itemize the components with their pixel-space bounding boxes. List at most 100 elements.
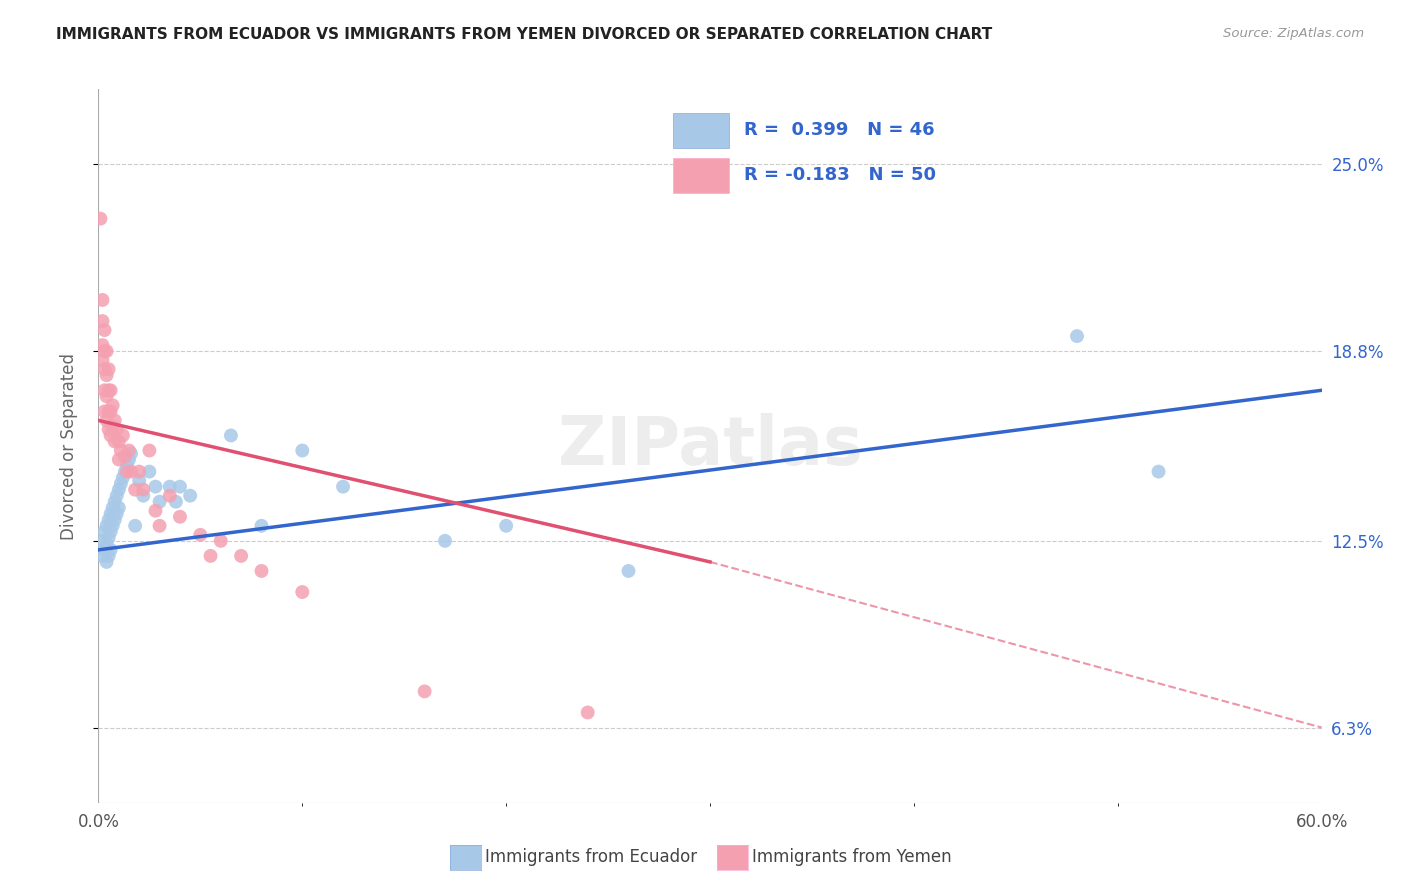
Point (93, 384, 115, 398)
Point (231, 549, 253, 563)
Point (149, 518, 172, 533)
Point (188, 528, 212, 542)
Point (111, 470, 134, 484)
Point (105, 422, 128, 436)
Point (91, 314, 114, 328)
Y-axis label: Divorced or Separated: Divorced or Separated (59, 352, 77, 540)
Point (120, 465, 142, 479)
Point (100, 507, 122, 521)
Point (93, 404, 115, 418)
Point (128, 465, 150, 479)
Point (97, 362, 120, 376)
Point (111, 428, 134, 442)
Point (104, 434, 127, 449)
Point (104, 513, 127, 527)
Point (291, 443, 314, 458)
Point (101, 518, 124, 533)
Point (250, 564, 273, 578)
Point (124, 483, 146, 497)
Point (100, 404, 122, 418)
Point (97, 384, 120, 398)
Point (93, 524, 115, 539)
Point (132, 483, 155, 497)
Point (100, 384, 122, 398)
Point (108, 434, 131, 449)
Point (96, 344, 118, 359)
Point (219, 428, 242, 442)
Point (97, 549, 120, 563)
FancyBboxPatch shape (673, 158, 728, 193)
Point (169, 509, 191, 524)
Point (145, 504, 167, 518)
Point (115, 465, 138, 479)
Point (93, 323, 115, 337)
Point (91, 533, 114, 548)
Text: Immigrants from Yemen: Immigrants from Yemen (752, 848, 952, 866)
Point (96, 413, 118, 427)
Point (97, 404, 120, 418)
Point (124, 518, 146, 533)
Point (200, 549, 222, 563)
Point (1147, 465, 1170, 479)
Point (149, 494, 172, 508)
Point (93, 542, 115, 557)
Point (96, 555, 118, 569)
Point (169, 480, 191, 494)
Point (159, 480, 181, 494)
Point (100, 524, 122, 539)
Point (120, 446, 142, 460)
Point (104, 494, 127, 508)
Point (91, 293, 114, 307)
Point (118, 452, 141, 467)
Text: R = -0.183   N = 50: R = -0.183 N = 50 (744, 167, 936, 185)
Text: Immigrants from Ecuador: Immigrants from Ecuador (485, 848, 697, 866)
Point (108, 483, 131, 497)
Point (105, 507, 128, 521)
Text: IMMIGRANTS FROM ECUADOR VS IMMIGRANTS FROM YEMEN DIVORCED OR SEPARATED CORRELATI: IMMIGRANTS FROM ECUADOR VS IMMIGRANTS FR… (56, 27, 993, 42)
Point (114, 465, 136, 479)
Point (179, 489, 201, 503)
Point (101, 398, 124, 412)
Point (128, 474, 150, 488)
Text: ZIPatlas: ZIPatlas (558, 413, 862, 479)
Point (100, 542, 122, 557)
Point (104, 413, 127, 427)
Point (91, 338, 114, 352)
Point (114, 450, 136, 464)
FancyBboxPatch shape (673, 112, 728, 148)
Point (97, 531, 120, 545)
Point (576, 706, 599, 720)
Point (105, 489, 128, 503)
Point (108, 500, 131, 515)
Point (291, 585, 314, 599)
Point (138, 443, 160, 458)
Point (93, 362, 115, 376)
Text: Source: ZipAtlas.com: Source: ZipAtlas.com (1223, 27, 1364, 40)
Point (159, 489, 181, 503)
Point (101, 419, 124, 434)
Point (434, 533, 457, 548)
Point (108, 452, 131, 467)
Point (138, 465, 160, 479)
Point (413, 684, 436, 698)
Point (495, 518, 517, 533)
Text: R =  0.399   N = 46: R = 0.399 N = 46 (744, 121, 935, 139)
Point (332, 480, 354, 494)
Point (132, 489, 155, 503)
Point (100, 428, 122, 442)
Point (209, 533, 232, 548)
Point (96, 537, 118, 551)
Point (101, 500, 124, 515)
Point (110, 476, 132, 491)
Point (96, 518, 118, 533)
Point (1066, 329, 1088, 343)
Point (91, 549, 114, 563)
Point (118, 443, 141, 458)
Point (250, 518, 273, 533)
Point (97, 513, 120, 527)
Point (96, 368, 118, 383)
Point (91, 353, 114, 368)
Point (89, 211, 111, 226)
Point (93, 344, 115, 359)
Point (165, 494, 187, 508)
